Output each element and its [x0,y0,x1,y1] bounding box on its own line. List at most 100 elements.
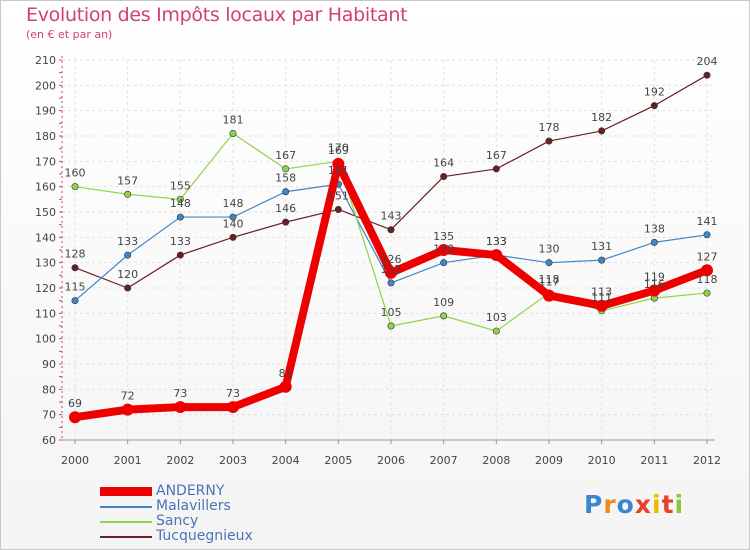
data-label-tucquegnieux: 143 [381,210,402,223]
data-label-malavillers: 130 [433,243,454,256]
x-tick-label: 2001 [114,454,142,467]
data-point-anderny [437,244,450,256]
data-label-malavillers: 141 [697,215,718,228]
data-label-malavillers: 130 [539,243,560,256]
data-label-anderny: 72 [121,390,135,403]
data-label-anderny: 119 [644,271,665,284]
data-label-tucquegnieux: 192 [644,86,665,99]
data-point-anderny [648,284,661,297]
data-point-tucquegnieux [703,71,711,79]
data-point-malavillers [598,256,606,264]
data-label-sancy: 111 [591,291,612,304]
data-point-malavillers [545,259,553,267]
data-point-sancy [229,129,237,137]
data-point-anderny [543,289,555,302]
data-point-sancy [387,322,395,330]
x-tick-label: 2005 [324,454,352,467]
data-label-malavillers: 115 [65,281,86,294]
data-label-malavillers: 148 [223,197,244,210]
data-label-anderny: 135 [433,230,454,243]
y-tick-label: 120 [35,282,56,295]
data-point-anderny [332,157,345,170]
data-point-sancy [703,289,711,297]
data-label-malavillers: 133 [486,235,507,248]
data-point-tucquegnieux [176,251,184,259]
x-tick-label: 2007 [430,454,458,467]
y-tick-label: 130 [35,257,56,270]
data-point-tucquegnieux [492,165,500,173]
x-tick-label: 2003 [219,454,247,467]
data-point-anderny [385,266,397,279]
logo-letter: x [634,490,652,519]
data-point-tucquegnieux [650,102,658,110]
data-point-malavillers [282,188,290,196]
data-point-sancy [71,183,79,191]
data-label-sancy: 155 [170,179,191,192]
data-label-tucquegnieux: 151 [328,189,349,202]
y-tick-label: 150 [35,206,56,219]
legend-label: Sancy [156,513,199,529]
legend-label: Tucquegnieux [156,528,253,544]
data-label-tucquegnieux: 140 [223,217,244,230]
x-tick-label: 2010 [588,454,616,467]
y-tick-label: 160 [35,181,56,194]
data-point-tucquegnieux [124,284,132,292]
legend-swatch-sancy [100,521,152,523]
data-label-malavillers: 148 [170,197,191,210]
data-label-malavillers: 138 [644,222,665,235]
data-point-anderny [227,401,239,414]
grid-lines [62,59,715,441]
data-label-anderny: 133 [486,235,507,248]
data-label-tucquegnieux: 128 [65,248,86,261]
data-label-sancy: 109 [433,296,454,309]
data-point-sancy [124,190,132,198]
data-label-malavillers: 161 [328,164,349,177]
data-label-sancy: 160 [65,167,86,180]
data-labels-layer: 128 120 133 140 146 151 143 164 167 178 182 192 204 1… [65,55,718,410]
data-point-tucquegnieux [71,264,79,272]
legend-label: Malavillers [156,498,231,514]
data-label-sancy: 118 [697,273,718,286]
data-point-anderny [121,403,134,416]
data-point-tucquegnieux [387,226,395,234]
data-label-sancy: 103 [486,311,507,324]
y-tick-label: 170 [35,155,56,168]
y-tick-label: 200 [35,79,56,92]
x-tick-label: 2004 [272,454,300,467]
data-label-sancy: 118 [539,273,560,286]
y-tick-label: 190 [35,105,56,118]
data-point-anderny [595,299,608,312]
x-tick-label: 2012 [693,454,721,467]
logo-letter: P [584,490,604,519]
data-label-malavillers: 131 [591,240,612,253]
data-point-tucquegnieux [334,205,342,213]
data-point-anderny [69,411,81,424]
data-label-tucquegnieux: 133 [170,235,191,248]
x-tick-label: 2011 [640,454,668,467]
data-label-sancy: 157 [117,174,138,187]
y-tick-label: 100 [35,333,56,346]
data-label-anderny: 169 [328,144,349,157]
y-tick-label: 180 [35,130,56,143]
logo-letter: o [616,490,635,519]
data-point-tucquegnieux [440,173,448,181]
data-point-anderny [279,380,292,393]
x-tick-label: 2002 [166,454,194,467]
y-tick-label: 140 [35,231,56,244]
data-label-malavillers: 133 [117,235,138,248]
data-label-tucquegnieux: 120 [117,268,138,281]
data-label-anderny: 117 [539,276,560,289]
data-point-tucquegnieux [282,218,290,226]
proxiti-logo: Proxiti [584,490,684,519]
data-label-anderny: 127 [697,250,718,263]
data-label-tucquegnieux: 164 [433,157,454,170]
data-label-sancy: 116 [644,278,665,291]
data-point-anderny [174,401,187,414]
data-point-malavillers [229,213,237,221]
data-label-tucquegnieux: 167 [486,149,507,162]
data-point-malavillers [124,251,132,259]
y-tick-label: 90 [42,358,56,371]
y-tick-label: 80 [42,383,56,396]
series-layer [69,71,713,424]
